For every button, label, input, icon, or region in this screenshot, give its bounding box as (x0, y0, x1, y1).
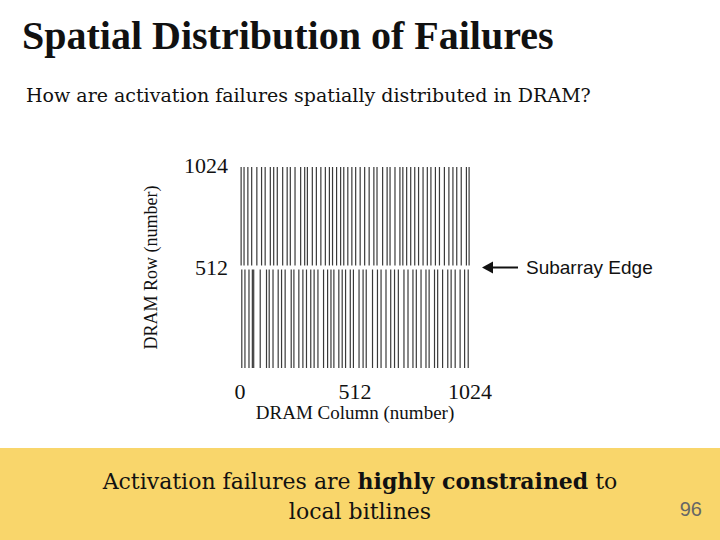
svg-text:512: 512 (339, 379, 372, 404)
svg-text:1024: 1024 (184, 153, 228, 178)
html-text:Spatial Distribution of Failur: Spatial Distribution of Failures (22, 13, 554, 58)
html-text:96: 96 (679, 498, 702, 520)
svg-text:1024: 1024 (448, 379, 492, 404)
html-text:Activation failures are highly: Activation failures are highly constrain… (102, 468, 618, 524)
svg-text:0: 0 (235, 379, 246, 404)
svg-text:512: 512 (195, 255, 228, 280)
svg-text:DRAM Column (number): DRAM Column (number) (256, 402, 454, 424)
html-text:How are activation failures sp: How are activation failures spatially di… (26, 84, 591, 106)
svg-text:Subarray Edge: Subarray Edge (526, 257, 653, 278)
svg-text:DRAM Row (number): DRAM Row (number) (141, 186, 162, 350)
